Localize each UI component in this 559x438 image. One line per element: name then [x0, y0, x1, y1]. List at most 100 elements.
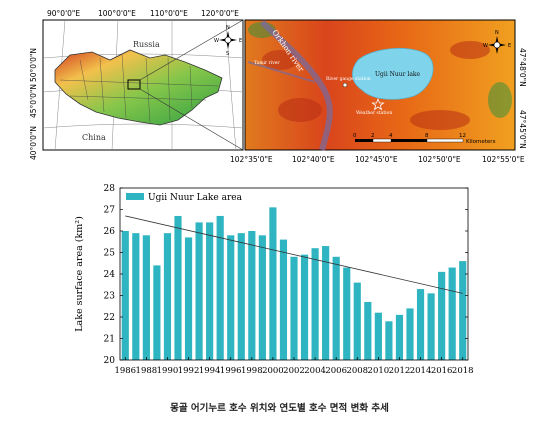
compass-right-n: N	[495, 30, 499, 36]
scale-bar	[355, 138, 464, 143]
bar-2000	[269, 207, 277, 360]
x-tick-label: 2014	[410, 366, 432, 376]
bar-1993	[195, 222, 203, 360]
bar-2017	[448, 267, 456, 360]
terrain-texture	[262, 41, 490, 130]
label-russia: Russia	[133, 40, 160, 49]
right-tick-1: 47°48'0"N	[518, 48, 527, 87]
zoom-connector-bottom	[139, 88, 244, 151]
x-tick-label: 2018	[452, 366, 474, 376]
y-tick-label: 20	[104, 356, 116, 366]
scale-tick-4: 4	[389, 133, 393, 139]
compass-left-e: E	[239, 38, 242, 44]
figure-caption: 몽골 어기누르 호수 위치와 연도별 호수 면적 변화 추세	[170, 403, 389, 414]
bar-2006	[332, 256, 340, 360]
bottom-tick-1: 102°35'0"E	[230, 155, 273, 164]
bar-2007	[343, 267, 351, 360]
scale-tick-0: 0	[353, 133, 357, 139]
bar-1988	[142, 235, 150, 360]
tamir-river	[247, 61, 316, 83]
compass-left-w: W	[214, 38, 219, 44]
x-tick-label: 2004	[304, 366, 326, 376]
label-river-gauge: River gauge station	[326, 76, 371, 82]
x-tick-label: 2006	[325, 366, 347, 376]
x-tick-label: 2008	[346, 366, 368, 376]
y-tick-label: 24	[104, 270, 116, 280]
bar-2005	[322, 246, 330, 360]
scale-tick-2: 2	[371, 133, 375, 139]
x-tick-label: 1990	[157, 366, 179, 376]
bar-1998	[248, 231, 256, 360]
bottom-tick-4: 102°50'0"E	[418, 155, 461, 164]
x-tick-label: 1998	[241, 366, 263, 376]
y-tick-label: 21	[104, 335, 115, 345]
bar-1996	[227, 235, 235, 360]
compass-left-n: N	[226, 25, 230, 31]
bar-2004	[311, 248, 319, 360]
bottom-tick-2: 102°40'0"E	[292, 155, 335, 164]
bar-1991	[174, 215, 182, 360]
bottom-tick-3: 102°45'0"E	[355, 155, 398, 164]
compass-left	[219, 31, 237, 49]
left-tick-3: 40°0'0"N	[29, 126, 38, 160]
legend-label: Ugii Nuur Lake area	[148, 193, 243, 203]
label-lake: Ugii Nuur lake	[375, 71, 421, 78]
bar-2008	[353, 282, 361, 360]
scale-tick-8: 8	[425, 133, 429, 139]
label-tamir-river: Tamir river	[254, 60, 280, 66]
left-tick-2: 45°0'0"N	[29, 84, 38, 118]
bar-2003	[300, 254, 309, 360]
x-tick-label: 1988	[136, 366, 158, 376]
top-tick-1: 90°0'0"E	[47, 9, 80, 18]
x-tick-label: 1986	[114, 366, 136, 376]
top-tick-3: 110°0'0"E	[150, 9, 188, 18]
bar-2009	[364, 301, 372, 360]
x-tick-label: 2012	[389, 366, 411, 376]
top-tick-2: 100°0'0"E	[98, 9, 136, 18]
bar-2013	[406, 308, 414, 360]
river-gauge-marker-icon	[342, 82, 348, 88]
y-axis-label: Lake surface area (km²)	[74, 216, 85, 332]
bar-2002	[290, 256, 298, 360]
compass-right-e: E	[508, 43, 511, 49]
mongolia-region	[54, 49, 223, 126]
bar-2018	[459, 261, 467, 360]
bottom-tick-5: 102°55'0"E	[482, 155, 525, 164]
x-tick-label: 1994	[199, 366, 221, 376]
weather-station-star-icon	[371, 97, 385, 111]
bar-1992	[184, 237, 193, 360]
y-tick-label: 25	[104, 249, 116, 259]
bar-1987	[132, 233, 140, 360]
x-tick-label: 1992	[178, 366, 200, 376]
bar-2011	[385, 321, 393, 360]
ugii-nuur-lake	[352, 48, 434, 100]
x-tick-label: 2016	[431, 366, 453, 376]
orkhon-river	[259, 19, 333, 151]
x-tick-label: 2010	[368, 366, 390, 376]
bar-1997	[237, 233, 245, 360]
bar-1986	[121, 231, 129, 360]
bar-2012	[395, 314, 404, 360]
bar-1989	[153, 265, 161, 360]
compass-right	[488, 36, 506, 54]
x-tick-label: 2000	[262, 366, 284, 376]
label-weather-station: Weather station	[356, 110, 392, 116]
bar-1994	[206, 222, 214, 360]
y-tick-label: 23	[104, 292, 116, 302]
compass-left-s: S	[226, 51, 229, 57]
left-tick-1: 50°0'0"N	[29, 48, 38, 82]
x-tick-label: 2002	[283, 366, 305, 376]
trendline	[125, 215, 463, 294]
scale-unit: Kilometers	[466, 139, 496, 145]
y-tick-label: 22	[104, 313, 115, 323]
legend-swatch	[126, 193, 144, 200]
y-tick-label: 26	[104, 227, 116, 237]
study-area-box	[127, 79, 141, 90]
right-tick-2: 47°45'0"N	[518, 110, 527, 149]
label-china: China	[82, 133, 106, 142]
study-area-map: Russia China N S W E 90°0'0"E 100°0'0"E …	[29, 9, 527, 164]
scale-tick-12: 12	[459, 133, 466, 139]
bar-2014	[416, 289, 425, 360]
zoom-connector-top	[139, 19, 244, 81]
